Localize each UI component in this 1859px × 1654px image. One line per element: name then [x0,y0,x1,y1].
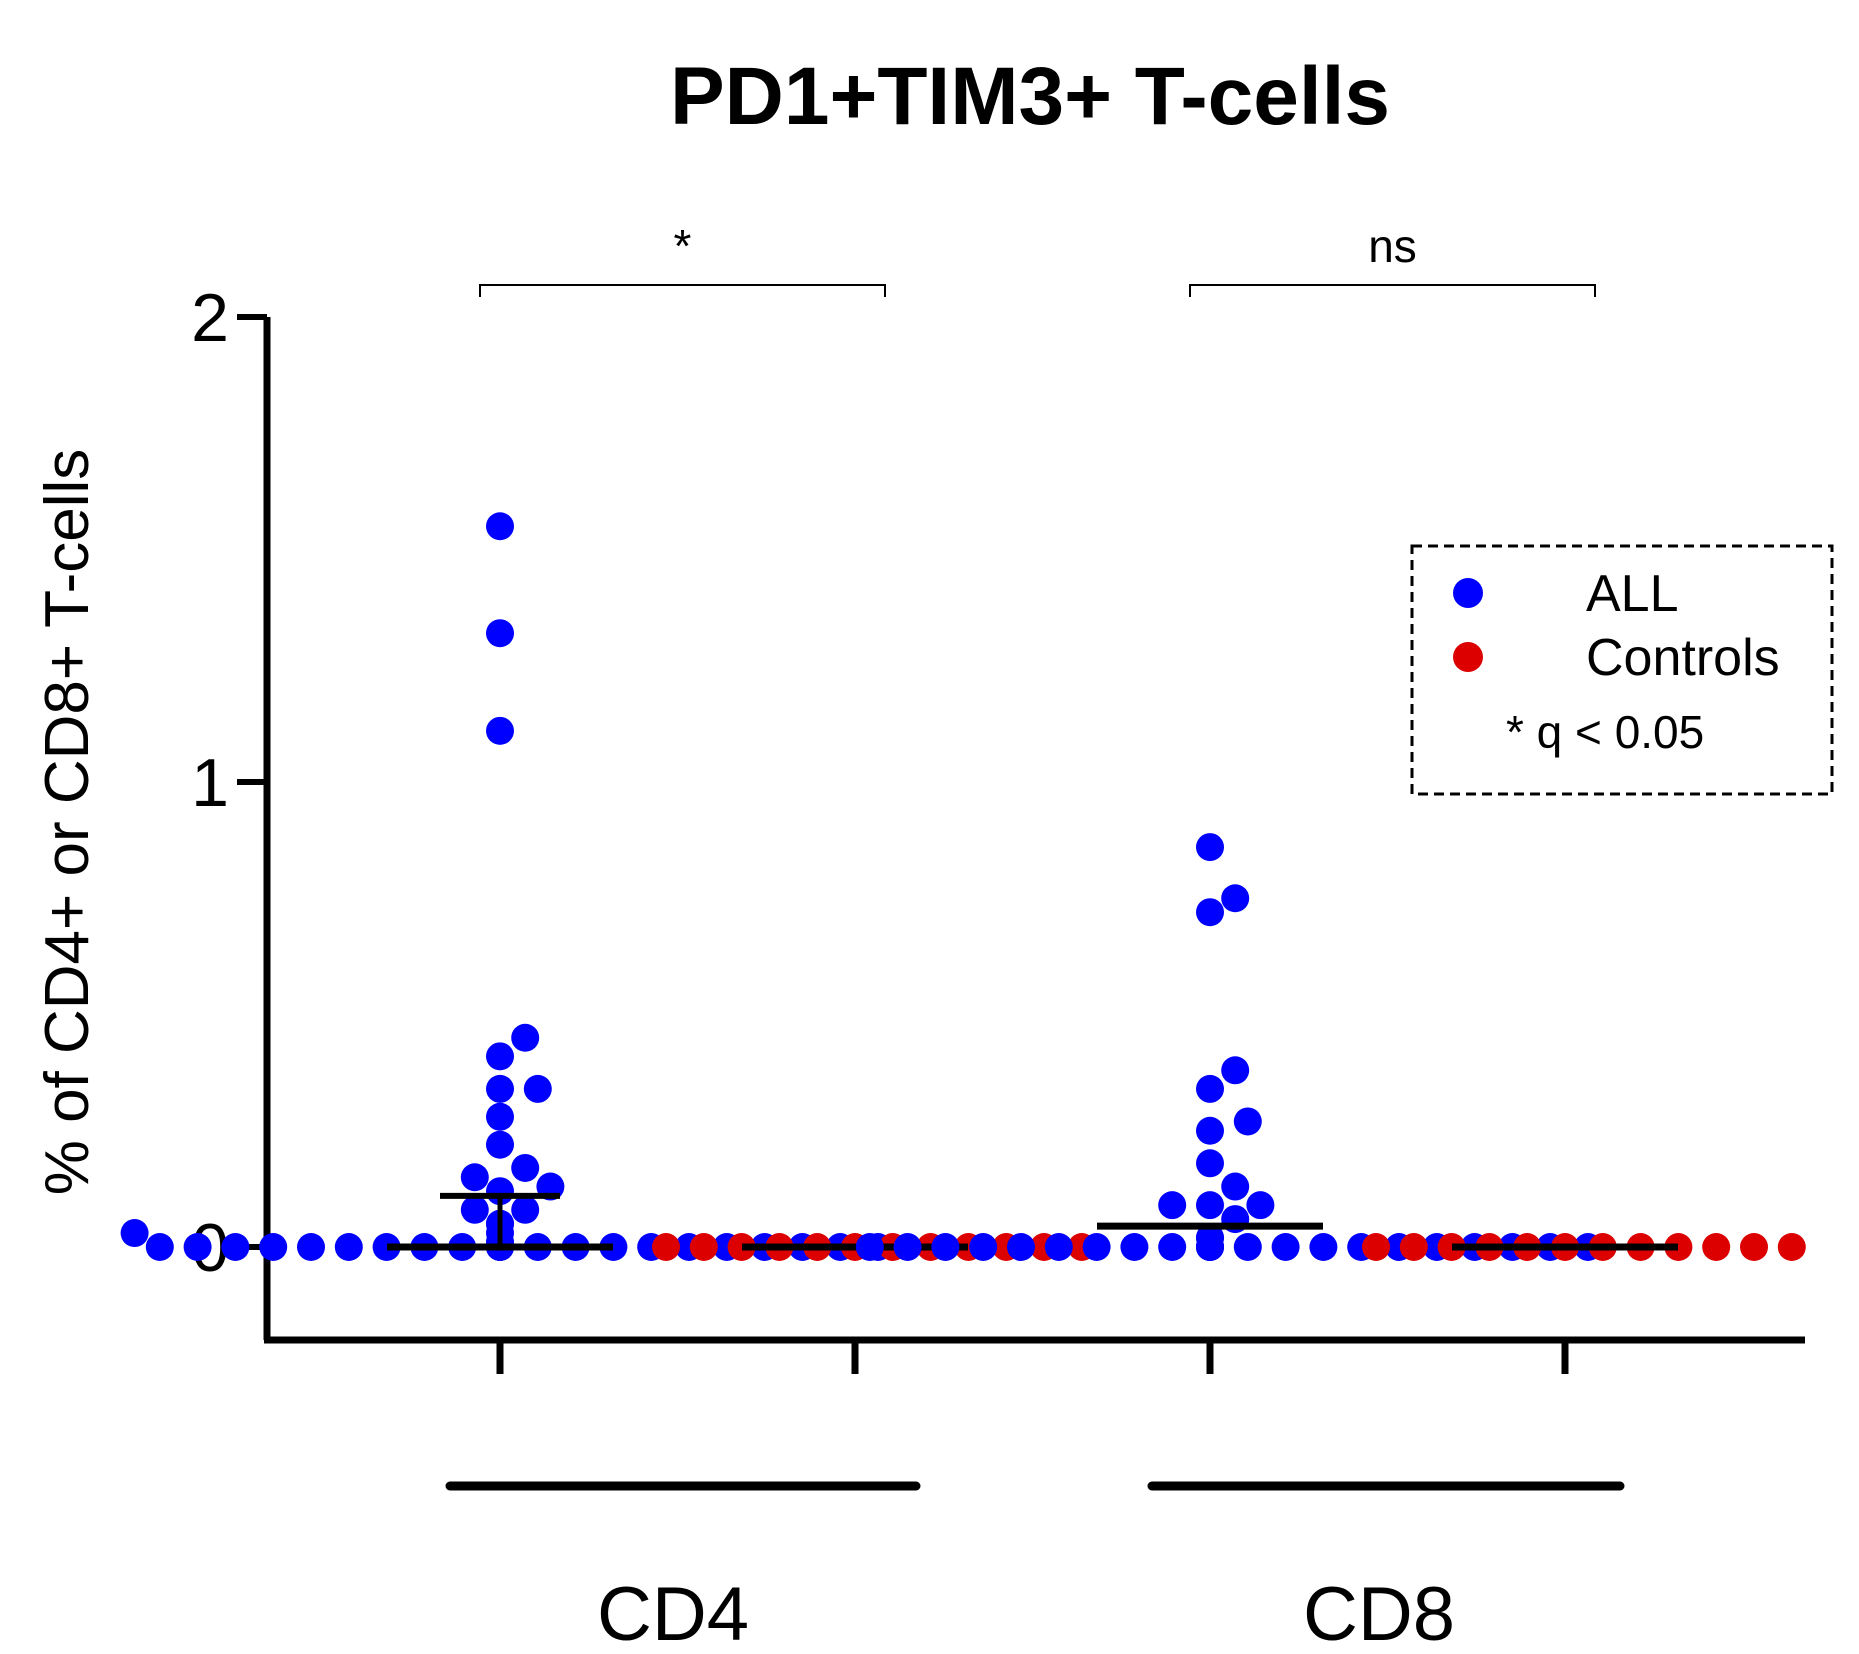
data-point [334,1233,363,1261]
data-point [460,1163,489,1192]
data-point [1196,1116,1224,1145]
data-point [511,1023,540,1052]
data-point [1309,1233,1338,1261]
data-point [1221,1172,1250,1201]
significance-bracket [479,284,886,297]
legend-marker-controls [1453,642,1483,672]
data-point [486,619,514,648]
data-point [1196,1074,1224,1103]
data-point [1740,1233,1768,1261]
data-point [1196,1191,1224,1220]
data-point [1221,884,1250,913]
data-point [460,1195,489,1224]
group-label-cd8: CD8 [1303,1572,1455,1654]
legend-marker-all [1453,578,1483,608]
data-point [297,1233,325,1261]
significance-bracket [1189,284,1596,297]
data-point [221,1233,250,1261]
data-point [183,1233,212,1261]
data-point [145,1233,174,1261]
data-point [931,1233,960,1261]
data-point [1437,1233,1466,1261]
data-points [120,512,1806,1261]
data-point [893,1233,922,1261]
data-point [1233,1233,1262,1261]
data-point [1196,833,1224,862]
data-point [511,1153,540,1182]
data-point [1120,1233,1149,1261]
data-point [855,1233,884,1261]
data-point [523,1074,552,1103]
data-point [372,1233,401,1261]
data-point [486,1130,514,1159]
legend: ALL Controls * q < 0.05 [1410,544,1834,796]
data-point [1007,1233,1035,1261]
data-point [1196,1149,1224,1178]
data-point [511,1195,540,1224]
significance-label: * [674,220,692,272]
y-tick-label: 2 [191,280,229,356]
data-point [1196,1223,1224,1252]
data-point [727,1233,756,1261]
axes: 012 [191,280,1805,1374]
data-point [1082,1233,1111,1261]
legend-label-controls: Controls [1586,629,1780,687]
data-point [1777,1233,1806,1261]
data-point [259,1233,288,1261]
data-point [1044,1233,1073,1261]
legend-box [1410,544,1834,796]
data-point [1271,1233,1300,1261]
data-point [486,1042,514,1071]
y-tick-label: 1 [191,745,229,821]
significance-brackets: * ns [479,220,1596,297]
data-point [652,1233,680,1261]
data-point [1233,1107,1262,1136]
data-point [1702,1233,1731,1261]
data-point [1362,1233,1390,1261]
legend-label-all: ALL [1586,565,1679,623]
data-point [1246,1191,1275,1220]
data-point [1399,1233,1428,1261]
legend-note: * q < 0.05 [1506,706,1704,758]
data-point [689,1233,718,1261]
group-labels: CD4 CD8 [445,1481,1625,1654]
data-point [120,1219,149,1248]
data-point [1158,1191,1187,1220]
data-point [599,1233,628,1261]
data-point [1221,1056,1250,1085]
data-point [1664,1233,1693,1261]
data-point [486,1102,514,1131]
chart-title: PD1+TIM3+ T-cells [670,51,1390,142]
significance-label: ns [1368,220,1417,272]
y-axis-label: % of CD4+ or CD8+ T-cells [33,449,102,1196]
data-point [486,1074,514,1103]
group-label-cd4: CD4 [597,1572,749,1654]
data-point [486,716,514,745]
data-point [486,512,514,541]
data-point [969,1233,998,1261]
data-point [1158,1233,1187,1261]
data-point [1196,898,1224,927]
